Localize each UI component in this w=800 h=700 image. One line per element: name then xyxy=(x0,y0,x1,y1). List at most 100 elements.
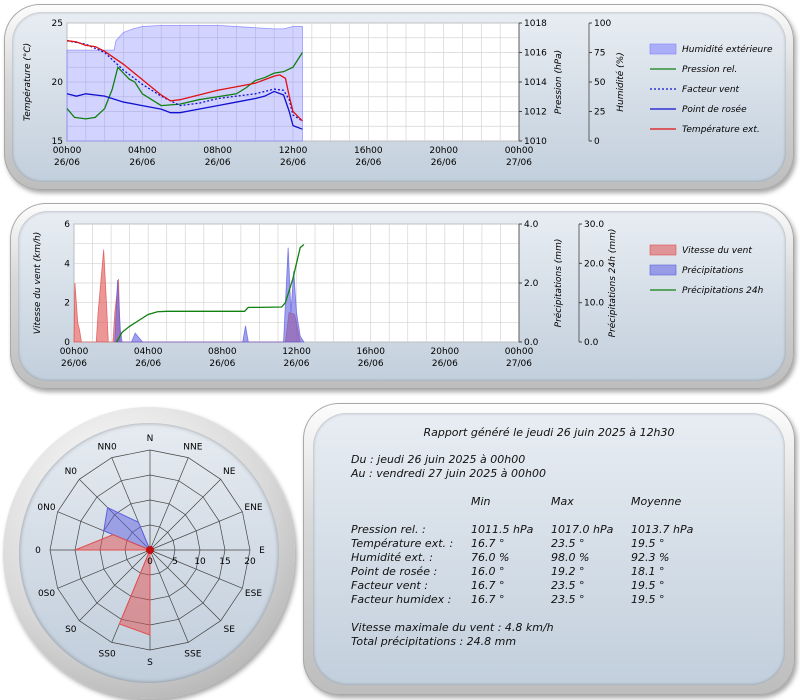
y-tick-label: 0 xyxy=(64,338,70,348)
rose-direction-label: ENE xyxy=(244,503,262,513)
legend-label: Précipitations xyxy=(682,265,744,276)
report-row-max: 1017.0 hPa xyxy=(551,523,614,536)
report-row-max: 23.5 ° xyxy=(551,593,585,606)
rose-direction-label: E xyxy=(259,546,265,556)
x-tick-label-time: 20h00 xyxy=(431,347,460,357)
rose-spoke xyxy=(149,479,221,551)
y3-tick-label: 75 xyxy=(594,49,605,59)
report-row-label: Point de rosée : xyxy=(351,565,438,578)
report-row-mean: 1013.7 hPa xyxy=(631,523,694,536)
x-tick-label-time: 00h00 xyxy=(505,146,534,156)
rose-direction-label: 0S0 xyxy=(38,589,55,599)
rose-direction-label: 0 xyxy=(35,546,41,556)
report-from: Du : jeudi 26 juin 2025 à 00h00 xyxy=(351,453,526,466)
rose-ring-label: 10 xyxy=(194,557,206,567)
series-area-Humidité extérieure xyxy=(66,24,303,142)
y-tick-label: 25 xyxy=(52,19,63,29)
series-area-Précipitations xyxy=(114,247,305,343)
rose-direction-label: SS0 xyxy=(99,649,116,659)
temperature-chart: 15 20 25 Température (°C) 1010 1012 1014 1016 10… xyxy=(22,19,773,168)
y2-tick-label: 1014 xyxy=(524,78,547,88)
x-tick-label-time: 20h00 xyxy=(429,146,458,156)
rose-direction-label: SSE xyxy=(184,649,201,659)
report-row-mean: 19.5 ° xyxy=(631,593,665,606)
x-tick-label-time: 00h00 xyxy=(60,347,89,357)
wind-rain-chart: 0 2 4 6 Vitesse du vent (km/h) 0.0 2.0 4.0 Préci… xyxy=(33,220,764,369)
report-row-min: 1011.5 hPa xyxy=(471,523,534,536)
y3-tick-label: 30.0 xyxy=(584,220,604,230)
x-tick-label-date: 27/06 xyxy=(506,359,532,369)
rose-direction-label: ESE xyxy=(245,589,262,599)
series-line-Facteur vent xyxy=(66,40,303,122)
rose-direction-label: S xyxy=(147,658,153,668)
rose-ring-label: 0 xyxy=(147,557,153,567)
x-tick-label-date: 26/06 xyxy=(54,158,80,168)
x-tick-label-date: 26/06 xyxy=(431,158,457,168)
x-tick-label-date: 26/06 xyxy=(358,359,384,369)
y-tick-label: 20 xyxy=(52,78,64,88)
rose-series xyxy=(74,534,151,636)
x-tick-label-date: 26/06 xyxy=(129,158,155,168)
report-row-min: 76.0 % xyxy=(471,551,510,564)
rose-direction-label: 0N0 xyxy=(37,503,55,513)
rose-spoke xyxy=(149,549,243,589)
x-tick-label-date: 26/06 xyxy=(280,158,306,168)
rose-spoke xyxy=(149,511,243,551)
x-tick-label-date: 26/06 xyxy=(205,158,231,168)
report-row-label: Facteur humidex : xyxy=(351,593,452,606)
y2-tick-label: 1016 xyxy=(524,49,547,59)
rose-direction-label: SE xyxy=(223,625,235,635)
report-total-rain: Total précipitations : 24.8 mm xyxy=(351,635,517,648)
x-tick-label-time: 16h00 xyxy=(354,146,383,156)
x-tick-label-date: 26/06 xyxy=(432,359,458,369)
x-tick-label-date: 26/06 xyxy=(61,359,87,369)
report-header-mean: Moyenne xyxy=(631,495,682,508)
y2-tick-label: 4.0 xyxy=(524,220,539,230)
x-tick-label-time: 12h00 xyxy=(279,146,308,156)
report-row-max: 98.0 % xyxy=(551,551,590,564)
y-tick-label: 2 xyxy=(64,299,70,309)
y2-tick-label: 0.0 xyxy=(524,338,539,348)
report-panel-face xyxy=(313,413,785,685)
report-header-max: Max xyxy=(551,495,574,508)
y2-tick-label: 1018 xyxy=(524,19,547,29)
x-tick-label-date: 26/06 xyxy=(355,158,381,168)
y3-axis-label: Humidité (%) xyxy=(615,52,626,111)
y-tick-label: 6 xyxy=(64,220,70,230)
report-row-label: Température ext. : xyxy=(351,537,454,550)
report-row-max: 19.2 ° xyxy=(551,565,585,578)
report-row-label: Facteur vent : xyxy=(351,579,428,592)
rose-direction-label: NNE xyxy=(183,443,202,453)
y2-tick-label: 1012 xyxy=(524,108,547,118)
rose-direction-label: S0 xyxy=(65,625,77,635)
x-tick-label-time: 00h00 xyxy=(505,347,534,357)
report-row-min: 16.0 ° xyxy=(471,565,505,578)
report-row-mean: 19.5 ° xyxy=(631,579,665,592)
report-to: Au : vendredi 27 juin 2025 à 00h00 xyxy=(351,467,546,480)
rose-spoke xyxy=(57,549,151,589)
y2-tick-label: 1010 xyxy=(524,137,547,147)
rose-direction-label: NE xyxy=(223,467,236,477)
legend-label: Pression rel. xyxy=(682,65,737,75)
y3-tick-label: 100 xyxy=(594,19,611,29)
legend-label: Facteur vent xyxy=(682,85,740,95)
series-line-Point de rosée xyxy=(66,90,303,130)
rose-direction-label: NN0 xyxy=(98,443,117,453)
y3-tick-label: 25 xyxy=(594,108,605,118)
legend-label: Précipitations 24h xyxy=(682,285,764,296)
report-row-label: Pression rel. : xyxy=(351,523,426,536)
legend-swatch xyxy=(649,43,677,55)
legend-label: Température ext. xyxy=(682,124,760,135)
rose-spoke xyxy=(149,549,189,643)
x-tick-label-time: 12h00 xyxy=(282,347,311,357)
rose-ring-label: 5 xyxy=(172,557,178,567)
rose-center-dot xyxy=(146,546,154,554)
x-tick-label-time: 04h00 xyxy=(128,146,157,156)
x-tick-label-date: 26/06 xyxy=(209,359,235,369)
rose-direction-label: N xyxy=(147,434,154,444)
y3-tick-label: 10.0 xyxy=(584,299,604,309)
rose-spoke xyxy=(79,549,151,621)
legend-swatch xyxy=(649,244,677,256)
report-row-min: 16.7 ° xyxy=(471,593,505,606)
